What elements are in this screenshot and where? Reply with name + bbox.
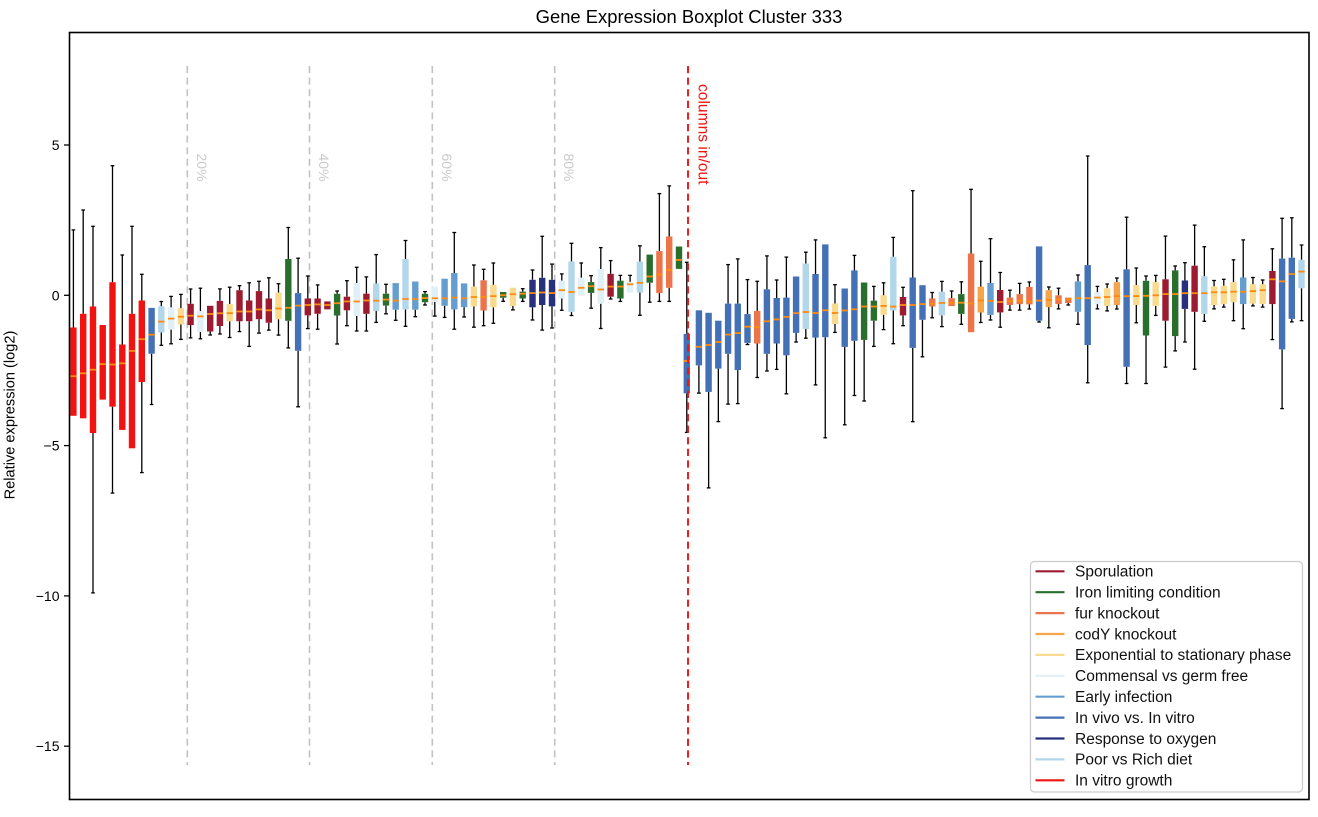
svg-text:20%: 20% [194, 154, 210, 182]
svg-text:columns in/out: columns in/out [695, 84, 712, 185]
svg-text:40%: 40% [316, 154, 332, 182]
svg-text:Relative expression (log2): Relative expression (log2) [3, 331, 19, 500]
svg-text:0: 0 [52, 287, 60, 303]
svg-text:Early infection: Early infection [1075, 689, 1172, 706]
svg-text:Iron limiting condition: Iron limiting condition [1075, 585, 1221, 602]
svg-text:Commensal vs germ free: Commensal vs germ free [1075, 668, 1248, 685]
svg-text:Exponential to stationary phas: Exponential to stationary phase [1075, 647, 1291, 664]
svg-text:Response to oxygen: Response to oxygen [1075, 731, 1216, 748]
svg-text:In vivo vs. In vitro: In vivo vs. In vitro [1075, 710, 1195, 727]
svg-text:−5: −5 [44, 438, 60, 454]
svg-text:−10: −10 [36, 588, 60, 604]
svg-text:Sporulation: Sporulation [1075, 564, 1153, 581]
svg-text:Poor vs Rich diet: Poor vs Rich diet [1075, 752, 1193, 769]
svg-text:80%: 80% [561, 154, 577, 182]
svg-text:fur knockout: fur knockout [1075, 605, 1160, 622]
svg-text:60%: 60% [439, 154, 455, 182]
svg-text:Gene Expression Boxplot Cluste: Gene Expression Boxplot Cluster 333 [536, 6, 843, 27]
svg-text:codY knockout: codY knockout [1075, 626, 1177, 643]
svg-text:In vitro growth: In vitro growth [1075, 773, 1172, 790]
svg-text:−15: −15 [36, 738, 60, 754]
svg-text:5: 5 [52, 137, 60, 153]
